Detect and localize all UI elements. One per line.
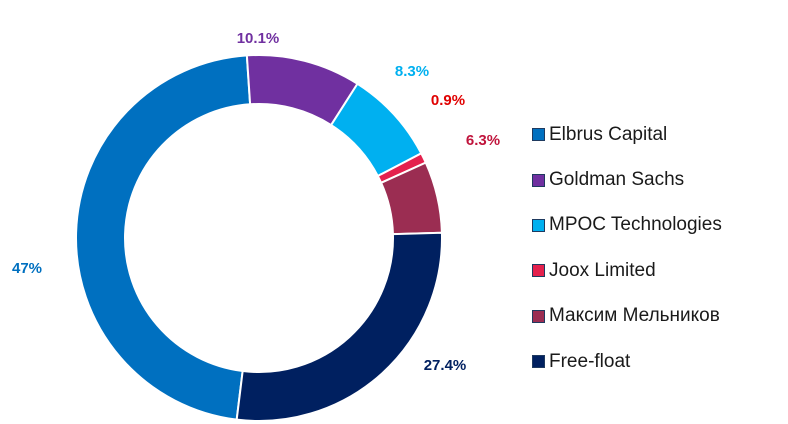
legend-item: Goldman Sachs (532, 157, 722, 202)
data-label-1: 10.1% (237, 30, 280, 47)
legend-label: MPOC Technologies (549, 214, 722, 236)
legend-swatch (532, 264, 545, 278)
legend-swatch (532, 218, 545, 232)
legend-item: Free-float (532, 339, 722, 384)
legend-label: Максим Мельников (549, 305, 720, 327)
legend-label: Free-float (549, 350, 631, 372)
data-label-2: 8.3% (395, 63, 429, 80)
legend-item: Максим Мельников (532, 294, 722, 339)
legend-item: Joox Limited (532, 248, 722, 293)
slice-5 (235, 231, 443, 422)
legend-label: Joox Limited (549, 259, 656, 281)
legend-label: Goldman Sachs (549, 169, 685, 191)
legend-swatch (532, 173, 545, 187)
data-label-3: 0.9% (431, 92, 465, 109)
data-label-0: 47% (12, 260, 42, 277)
legend-swatch (532, 309, 545, 323)
data-label-4: 6.3% (466, 132, 500, 149)
data-label-5: 27.4% (424, 357, 467, 374)
legend-item: Elbrus Capital (532, 112, 722, 157)
legend-swatch (532, 128, 545, 142)
legend-label: Elbrus Capital (549, 123, 668, 145)
legend-swatch (532, 355, 545, 369)
chart-legend: Elbrus Capital Goldman Sachs MPOC Technolo… (532, 112, 722, 384)
legend-item: MPOC Technologies (532, 203, 722, 248)
slice-0 (75, 54, 252, 421)
